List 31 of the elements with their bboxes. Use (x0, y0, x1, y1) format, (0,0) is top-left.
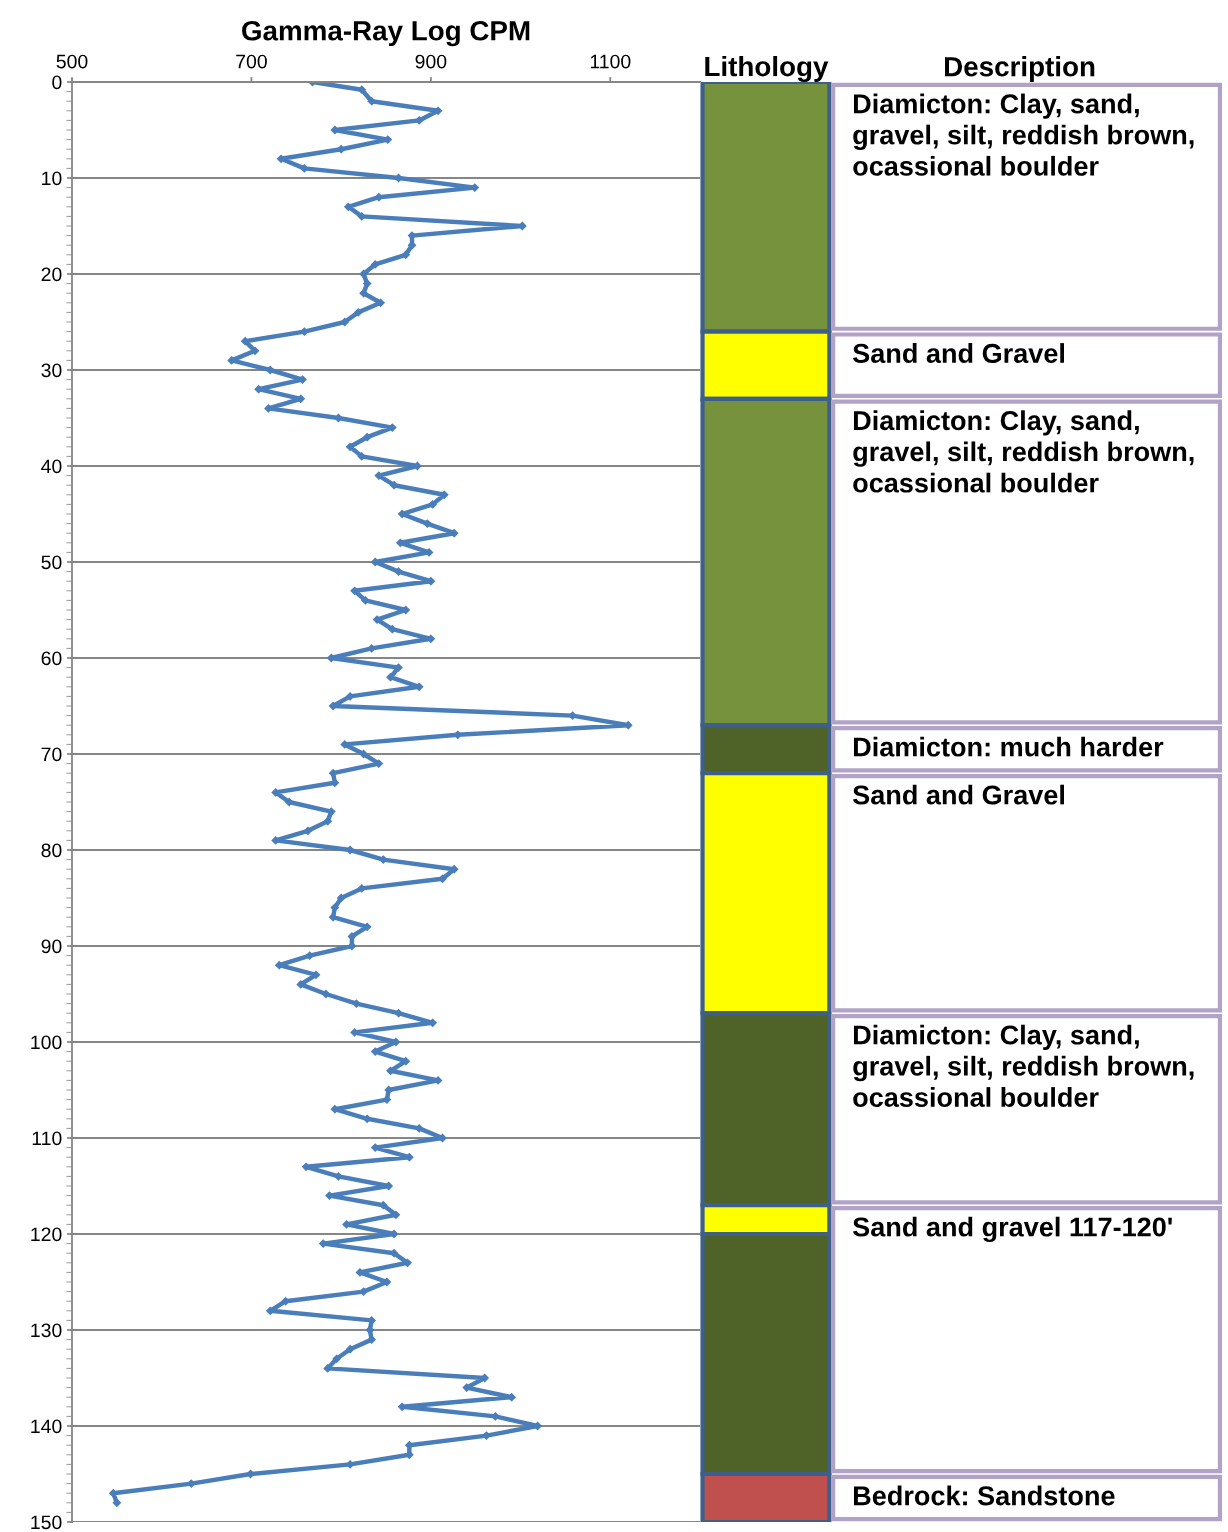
x-tick-label: 500 (56, 54, 88, 69)
x-tick-label: 1100 (590, 54, 631, 69)
y-tick-label: 10 (42, 171, 62, 186)
text: Diamicton: Clay, sand, gravel, silt, reddish brown, ocassional boulder (853, 93, 1194, 176)
y-tick-label: 80 (41, 843, 62, 858)
text: Sand and Gravel (852, 343, 1064, 364)
text: Sand and Gravel (852, 784, 1064, 805)
y-tick-label: 20 (41, 267, 62, 282)
chart-title: Lithology (705, 55, 829, 82)
y-tick-label: 150 (31, 1515, 62, 1530)
y-tick-label: 120 (31, 1227, 62, 1242)
y-tick-label: 30 (41, 363, 62, 378)
y-tick-label: 40 (41, 459, 62, 474)
y-tick-label: 90 (41, 939, 62, 954)
text: Diamicton: Clay, sand, gravel, silt, reddish brown, ocassional boulder (853, 410, 1194, 493)
x-tick-label: 900 (415, 54, 447, 69)
y-tick-label: 110 (32, 1131, 62, 1146)
x-tick-label: 700 (236, 54, 267, 69)
y-tick-label: 100 (31, 1035, 62, 1050)
y-tick-label: 50 (41, 555, 62, 570)
chart-title: Gamma-Ray Log CPM (242, 20, 530, 47)
y-tick-label: 140 (31, 1419, 62, 1434)
text: Diamicton: Clay, sand, gravel, silt, reddish brown, ocassional boulder (853, 1024, 1194, 1107)
text: Diamicton: much harder (853, 736, 1164, 757)
text: Bedrock: Sandstone (853, 1485, 1115, 1506)
y-tick-label: 130 (31, 1323, 62, 1338)
y-tick-label: 60 (41, 651, 62, 666)
text: Description (945, 56, 1095, 82)
y-tick-label: 70 (41, 747, 62, 762)
y-tick-label: 0 (52, 75, 62, 90)
text: Sand and gravel 117-120' (852, 1216, 1172, 1243)
